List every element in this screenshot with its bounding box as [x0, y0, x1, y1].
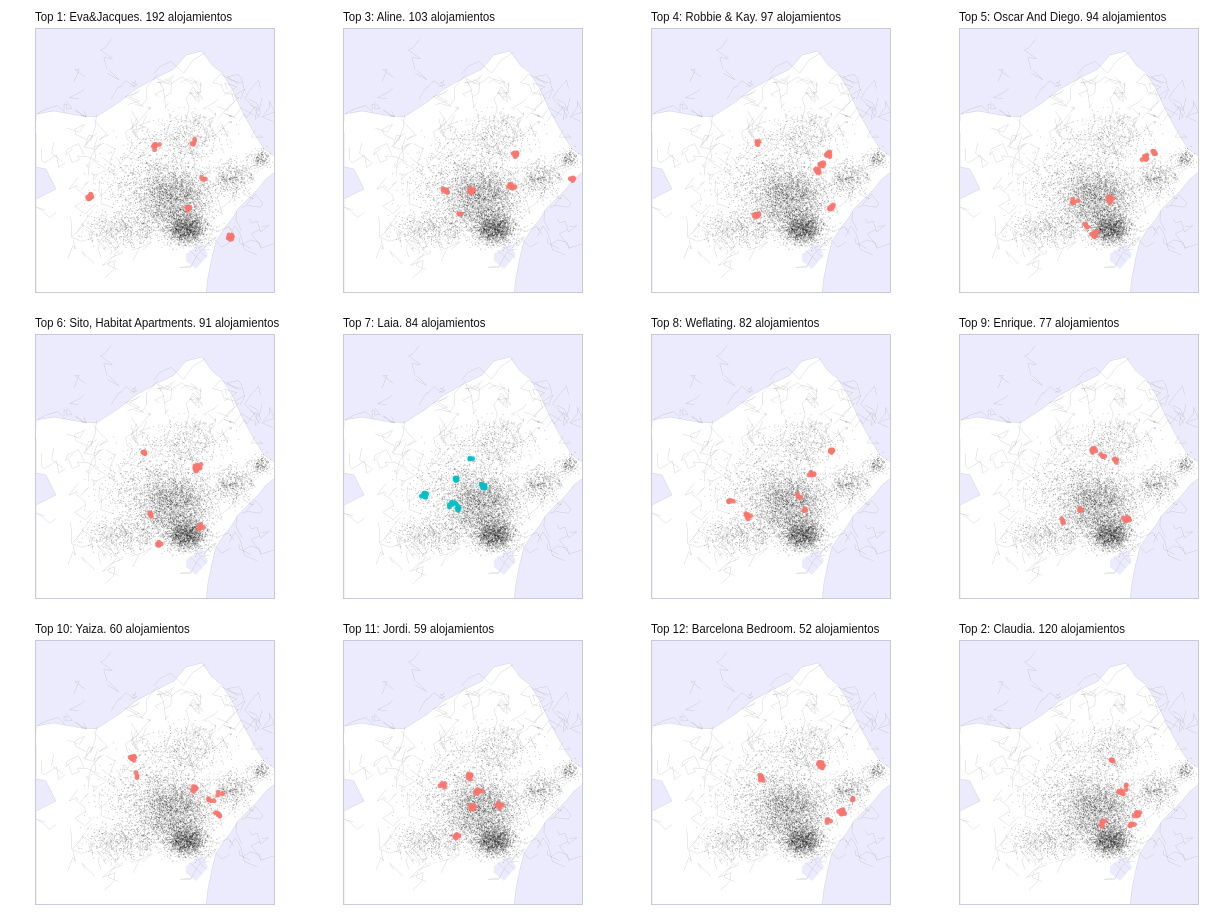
map-panel: Top 1: Eva&Jacques. 192 alojamientos — [35, 6, 335, 296]
map-svg — [652, 641, 891, 905]
panel-title: Top 1: Eva&Jacques. 192 alojamientos — [35, 6, 232, 28]
map-svg — [960, 335, 1199, 599]
map-svg — [36, 335, 275, 599]
map-area — [959, 640, 1199, 905]
map-panel: Top 6: Sito, Habitat Apartments. 91 aloj… — [35, 312, 335, 602]
panel-title: Top 5: Oscar And Diego. 94 alojamientos — [959, 6, 1166, 28]
map-area — [651, 28, 891, 293]
map-svg — [344, 641, 583, 905]
map-panel: Top 3: Aline. 103 alojamientos — [343, 6, 643, 296]
map-area — [35, 334, 275, 599]
map-area — [959, 28, 1199, 293]
map-panel: Top 9: Enrique. 77 alojamientos — [959, 312, 1232, 602]
map-panel: Top 10: Yaiza. 60 alojamientos — [35, 618, 335, 908]
map-area — [651, 334, 891, 599]
panel-title: Top 6: Sito, Habitat Apartments. 91 aloj… — [35, 312, 279, 334]
map-panel: Top 2: Claudia. 120 alojamientos — [959, 618, 1232, 908]
panel-title: Top 8: Weflating. 82 alojamientos — [651, 312, 819, 334]
map-area — [959, 334, 1199, 599]
panel-title: Top 2: Claudia. 120 alojamientos — [959, 618, 1125, 640]
map-svg — [36, 641, 275, 905]
map-panel: Top 8: Weflating. 82 alojamientos — [651, 312, 951, 602]
map-svg — [652, 29, 891, 293]
map-panel: Top 4: Robbie & Kay. 97 alojamientos — [651, 6, 951, 296]
map-svg — [36, 29, 275, 293]
map-svg — [344, 335, 583, 599]
panel-title: Top 11: Jordi. 59 alojamientos — [343, 618, 494, 640]
map-area — [651, 640, 891, 905]
map-area — [343, 28, 583, 293]
panel-title: Top 10: Yaiza. 60 alojamientos — [35, 618, 190, 640]
map-panel: Top 12: Barcelona Bedroom. 52 alojamient… — [651, 618, 951, 908]
map-panel: Top 5: Oscar And Diego. 94 alojamientos — [959, 6, 1232, 296]
map-panel: Top 11: Jordi. 59 alojamientos — [343, 618, 643, 908]
map-area — [35, 640, 275, 905]
panel-title: Top 12: Barcelona Bedroom. 52 alojamient… — [651, 618, 879, 640]
map-area — [35, 28, 275, 293]
panel-title: Top 3: Aline. 103 alojamientos — [343, 6, 495, 28]
panel-title: Top 7: Laia. 84 alojamientos — [343, 312, 485, 334]
panel-title: Top 9: Enrique. 77 alojamientos — [959, 312, 1119, 334]
map-svg — [960, 29, 1199, 293]
map-svg — [960, 641, 1199, 905]
panel-title: Top 4: Robbie & Kay. 97 alojamientos — [651, 6, 841, 28]
map-svg — [652, 335, 891, 599]
map-area — [343, 640, 583, 905]
map-svg — [344, 29, 583, 293]
map-panel: Top 7: Laia. 84 alojamientos — [343, 312, 643, 602]
map-area — [343, 334, 583, 599]
